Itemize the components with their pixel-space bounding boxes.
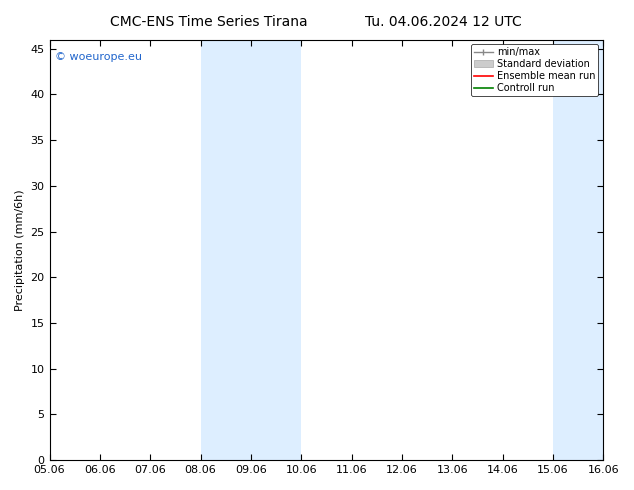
Y-axis label: Precipitation (mm/6h): Precipitation (mm/6h)	[15, 189, 25, 311]
Text: © woeurope.eu: © woeurope.eu	[55, 52, 142, 62]
Text: Tu. 04.06.2024 12 UTC: Tu. 04.06.2024 12 UTC	[365, 15, 522, 29]
Text: CMC-ENS Time Series Tirana: CMC-ENS Time Series Tirana	[110, 15, 308, 29]
Legend: min/max, Standard deviation, Ensemble mean run, Controll run: min/max, Standard deviation, Ensemble me…	[470, 45, 598, 96]
Bar	[251, 40, 301, 460]
Bar	[200, 40, 251, 460]
Bar	[553, 40, 603, 460]
